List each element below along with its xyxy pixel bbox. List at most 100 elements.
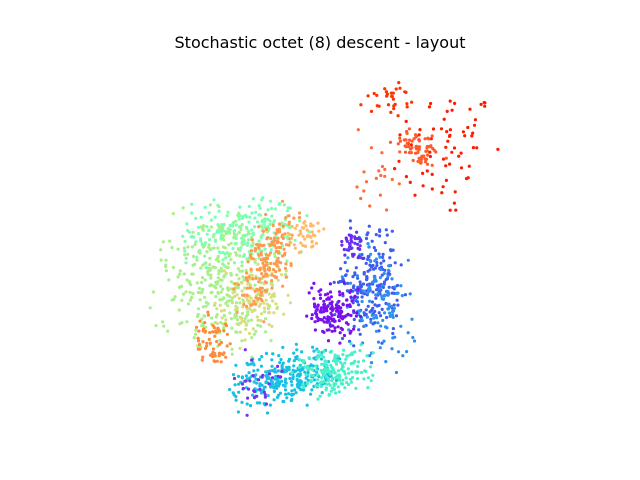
data-point: [254, 296, 258, 300]
data-point: [378, 276, 383, 280]
data-point: [385, 208, 389, 212]
data-point: [254, 210, 258, 214]
data-point: [215, 229, 220, 233]
data-point: [211, 265, 215, 269]
data-point: [276, 236, 280, 240]
data-point: [311, 345, 315, 349]
data-point: [213, 239, 217, 243]
data-point: [198, 347, 202, 351]
data-point: [269, 199, 273, 203]
data-point: [398, 133, 402, 137]
data-point: [345, 303, 349, 307]
data-point: [339, 326, 343, 330]
data-point: [268, 372, 272, 376]
data-point: [228, 342, 232, 346]
data-point: [207, 243, 211, 247]
data-point: [217, 354, 221, 358]
data-point: [249, 283, 253, 287]
data-point: [249, 268, 253, 272]
data-point: [283, 251, 287, 255]
data-point: [290, 371, 294, 375]
data-point: [333, 313, 337, 317]
data-point: [229, 280, 234, 284]
data-point: [289, 399, 293, 403]
data-point: [345, 269, 349, 273]
data-point: [408, 292, 412, 296]
data-point: [405, 102, 409, 106]
data-point: [305, 403, 309, 407]
data-point: [178, 272, 182, 276]
data-point: [242, 302, 246, 307]
data-point: [430, 134, 434, 138]
data-point: [245, 413, 249, 417]
data-point: [253, 308, 257, 312]
data-point: [309, 373, 313, 377]
data-point: [408, 147, 413, 151]
data-point: [371, 290, 375, 294]
data-point: [421, 184, 425, 188]
data-point: [409, 143, 413, 147]
data-point: [297, 251, 301, 255]
data-point: [297, 219, 302, 223]
data-point: [196, 339, 201, 343]
data-point: [322, 362, 326, 366]
data-point: [259, 319, 263, 323]
data-point: [240, 311, 244, 316]
data-point: [225, 332, 229, 336]
data-point: [374, 233, 378, 237]
data-point: [399, 284, 403, 288]
data-point: [270, 286, 274, 290]
data-point: [374, 248, 378, 252]
data-point: [148, 306, 152, 310]
data-point: [323, 372, 327, 376]
data-point: [269, 339, 273, 343]
data-point: [249, 318, 254, 322]
data-point: [229, 241, 233, 245]
data-point: [401, 354, 405, 358]
data-point: [338, 331, 342, 335]
data-point: [396, 291, 400, 295]
data-point: [203, 205, 207, 209]
data-point: [205, 232, 209, 236]
data-point: [199, 266, 203, 270]
data-point: [389, 110, 393, 114]
data-point: [453, 190, 457, 194]
data-point: [210, 290, 214, 294]
data-point: [267, 292, 271, 296]
data-point: [190, 295, 194, 300]
data-point: [330, 300, 334, 304]
data-point: [258, 302, 262, 306]
data-point: [392, 306, 396, 310]
data-point: [392, 291, 396, 295]
data-point: [403, 150, 408, 154]
data-point: [201, 287, 205, 291]
data-point: [427, 105, 432, 109]
data-point: [265, 273, 269, 277]
data-point: [391, 248, 395, 252]
data-point: [295, 223, 299, 228]
data-point: [345, 298, 349, 302]
data-point: [329, 295, 333, 299]
data-point: [285, 396, 289, 400]
data-point: [376, 340, 381, 344]
data-point: [347, 382, 351, 387]
data-point: [236, 286, 240, 290]
data-point: [231, 373, 236, 377]
data-point: [203, 295, 207, 299]
data-point: [216, 246, 220, 250]
data-point: [276, 239, 280, 244]
data-point: [356, 276, 360, 280]
data-point: [264, 257, 268, 261]
data-point: [326, 378, 330, 382]
data-point: [377, 104, 381, 108]
data-point: [194, 328, 198, 332]
data-point: [246, 313, 250, 317]
data-point: [322, 227, 326, 231]
data-point: [230, 326, 234, 330]
data-point: [241, 293, 245, 297]
data-point: [472, 123, 477, 127]
data-point: [251, 393, 255, 397]
data-point: [224, 271, 228, 275]
data-point: [393, 261, 397, 265]
data-point: [256, 323, 260, 327]
